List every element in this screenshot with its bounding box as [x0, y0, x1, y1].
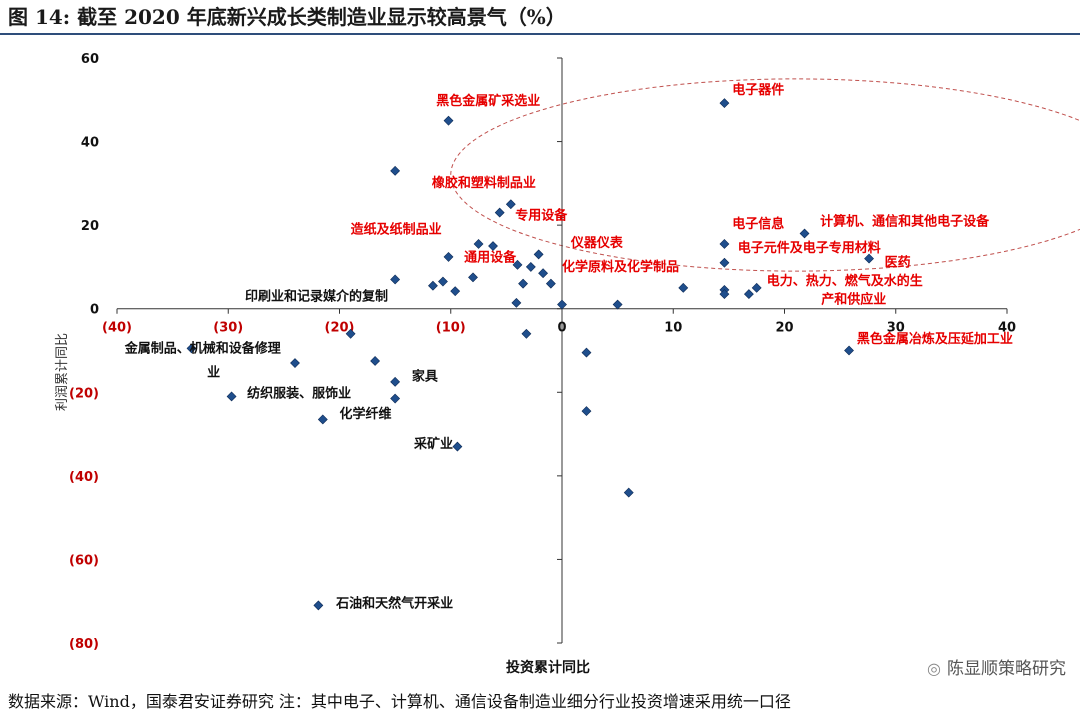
- data-point: [719, 98, 730, 109]
- data-point: [581, 406, 592, 417]
- point-annotation: 印刷业和记录媒介的复制: [245, 288, 388, 304]
- data-point: [494, 207, 505, 218]
- data-point: [678, 282, 689, 293]
- source-note: 数据来源：Wind，国泰君安证券研究 注：其中电子、计算机、通信设备制造业细分行…: [8, 692, 791, 711]
- point-annotation: 黑色金属矿采选业: [436, 93, 540, 109]
- point-annotation: 电子元件及电子专用材料: [738, 240, 881, 256]
- y-tick-label: 20: [81, 219, 99, 234]
- data-point: [452, 441, 463, 452]
- data-point: [525, 262, 536, 272]
- data-point: [521, 328, 532, 339]
- data-point: [370, 356, 381, 366]
- y-tick-label: (80): [69, 637, 99, 652]
- x-tick-label: (20): [325, 321, 355, 336]
- point-annotation: 橡胶和塑料制品业: [432, 175, 536, 191]
- data-point: [473, 239, 484, 249]
- watermark-text: 陈显顺策略研究: [947, 659, 1066, 679]
- point-annotation: 计算机、通信和其他电子设备: [820, 214, 990, 230]
- x-tick-label: 40: [998, 321, 1016, 336]
- x-axis-label: 投资累计同比: [506, 659, 590, 676]
- data-point: [345, 328, 356, 339]
- x-tick-label: 20: [775, 321, 793, 336]
- x-tick-label: (30): [213, 321, 243, 336]
- data-point: [290, 358, 300, 368]
- data-point: [468, 272, 478, 283]
- data-point: [751, 282, 762, 293]
- data-point: [799, 228, 810, 239]
- data-point: [545, 278, 556, 289]
- point-annotation: 金属制品、机械和设备修理: [124, 341, 281, 357]
- wechat-icon: ◎: [927, 659, 941, 678]
- data-point: [581, 347, 592, 358]
- data-point: [557, 299, 567, 310]
- x-tick-label: 10: [664, 321, 682, 336]
- point-annotation: 化学纤维: [340, 406, 392, 422]
- highlight-ellipse: [450, 78, 1080, 272]
- point-annotation: 纺织服装、服饰业: [247, 385, 351, 401]
- data-point: [505, 199, 516, 210]
- data-point: [623, 487, 634, 498]
- data-point: [612, 299, 623, 310]
- tick-labels-layer: 60 40 20 0 (20) (40) (60) (80) (40) (30) (20) (10) 0…: [69, 52, 1016, 652]
- data-point: [186, 343, 197, 354]
- data-point: [226, 391, 237, 402]
- watermark: ◎ 陈显顺策略研究: [927, 654, 1066, 684]
- point-annotation: 采矿业: [413, 436, 453, 452]
- data-point: [428, 280, 438, 291]
- point-annotation: 电子信息: [732, 216, 784, 232]
- data-point: [450, 286, 461, 297]
- data-point: [538, 268, 549, 279]
- x-tick-label: (40): [102, 321, 132, 336]
- data-point: [488, 241, 498, 251]
- data-point: [512, 259, 523, 270]
- point-annotation: 造纸及纸制品业: [351, 222, 442, 238]
- point-annotation: 仪器仪表: [570, 235, 624, 251]
- data-point: [390, 274, 401, 285]
- point-annotation: 专用设备: [515, 208, 568, 224]
- data-points-layer: [186, 98, 874, 611]
- point-annotation: 电子器件: [732, 82, 784, 98]
- figure-title: 图 14: 截至 2020 年底新兴成长类制造业显示较高景气（%）: [8, 5, 566, 29]
- point-annotation: 通用设备: [464, 249, 517, 265]
- point-annotation: 业: [207, 364, 220, 380]
- point-annotation: 石油和天然气开采业: [335, 595, 453, 611]
- point-annotation: 电力、热力、燃气及水的生: [767, 273, 923, 289]
- y-tick-label: 40: [81, 136, 99, 151]
- data-point: [743, 289, 754, 300]
- data-point: [864, 253, 874, 264]
- x-tick-label: 0: [557, 321, 566, 336]
- point-annotation: 产和供应业: [821, 291, 886, 307]
- data-point: [443, 251, 454, 262]
- data-point: [518, 278, 528, 289]
- data-point: [533, 249, 544, 260]
- data-point: [390, 393, 401, 404]
- data-point: [390, 376, 401, 387]
- highlight-ellipse-layer: [450, 78, 1080, 272]
- point-annotation: 医药: [885, 255, 911, 271]
- data-point: [719, 239, 730, 249]
- scatter-chart: 60 40 20 0 (20) (40) (60) (80) (40) (30) (20) (10) 0…: [55, 52, 1080, 676]
- x-tick-label: (10): [436, 321, 466, 336]
- data-point: [313, 600, 324, 611]
- y-tick-label: 60: [81, 52, 99, 67]
- data-point: [443, 115, 454, 126]
- annotations-layer: 电子器件黑色金属矿采选业橡胶和塑料制品业专用设备造纸及纸制品业仪器仪表通用设备化…: [124, 82, 1013, 612]
- data-point: [390, 165, 401, 176]
- title-divider: [0, 33, 1080, 35]
- data-point: [511, 297, 522, 308]
- y-tick-label: (20): [69, 386, 99, 401]
- data-point: [719, 289, 730, 300]
- point-annotation: 化学原料及化学制品: [562, 259, 679, 275]
- y-tick-label: (60): [69, 553, 99, 568]
- x-tick-label: 30: [887, 321, 905, 336]
- point-annotation: 家具: [412, 369, 438, 385]
- data-point: [719, 257, 730, 268]
- point-annotation: 黑色金属冶炼及压延加工业: [857, 331, 1013, 347]
- data-point: [317, 414, 328, 425]
- data-point: [438, 276, 448, 287]
- data-point: [844, 345, 854, 356]
- y-axis-label: 利润累计同比: [55, 333, 70, 411]
- y-tick-label: (40): [69, 470, 99, 485]
- y-tick-label: 0: [90, 303, 99, 318]
